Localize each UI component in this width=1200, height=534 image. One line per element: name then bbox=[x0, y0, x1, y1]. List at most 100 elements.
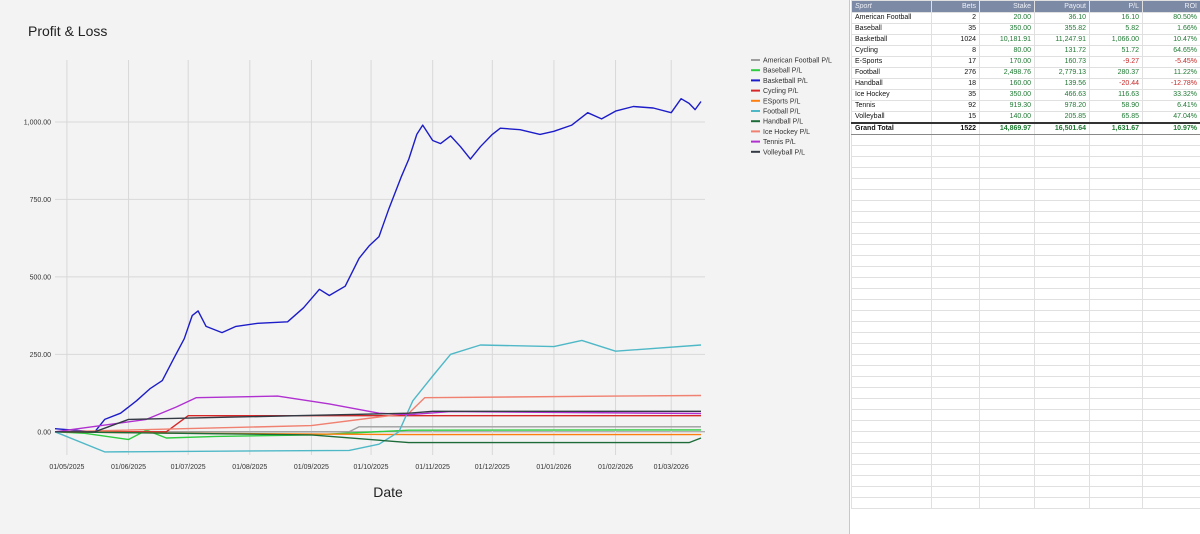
empty-cell[interactable] bbox=[851, 255, 932, 267]
empty-cell[interactable] bbox=[1089, 244, 1143, 256]
empty-cell[interactable] bbox=[1089, 343, 1143, 355]
empty-cell[interactable] bbox=[979, 167, 1035, 179]
table-cell[interactable]: 350.00 bbox=[979, 89, 1035, 101]
empty-cell[interactable] bbox=[1089, 486, 1143, 498]
table-cell[interactable]: -12.78% bbox=[1142, 78, 1200, 90]
empty-cell[interactable] bbox=[851, 376, 932, 388]
empty-cell[interactable] bbox=[851, 486, 932, 498]
empty-cell[interactable] bbox=[1034, 222, 1090, 234]
empty-cell[interactable] bbox=[979, 233, 1035, 245]
empty-cell[interactable] bbox=[1089, 156, 1143, 168]
empty-cell[interactable] bbox=[1142, 299, 1200, 311]
table-cell[interactable]: Basketball bbox=[851, 34, 932, 46]
empty-cell[interactable] bbox=[851, 167, 932, 179]
empty-cell[interactable] bbox=[1142, 398, 1200, 410]
empty-cell[interactable] bbox=[1034, 365, 1090, 377]
empty-cell[interactable] bbox=[979, 145, 1035, 157]
empty-cell[interactable] bbox=[851, 354, 932, 366]
empty-cell[interactable] bbox=[1089, 464, 1143, 476]
empty-cell[interactable] bbox=[931, 189, 980, 201]
empty-cell[interactable] bbox=[931, 255, 980, 267]
empty-cell[interactable] bbox=[851, 299, 932, 311]
empty-cell[interactable] bbox=[1089, 431, 1143, 443]
empty-cell[interactable] bbox=[1089, 354, 1143, 366]
table-cell[interactable]: 1,631.67 bbox=[1089, 122, 1143, 135]
empty-cell[interactable] bbox=[931, 222, 980, 234]
table-cell[interactable]: 10,181.91 bbox=[979, 34, 1035, 46]
empty-cell[interactable] bbox=[1089, 299, 1143, 311]
empty-cell[interactable] bbox=[1089, 398, 1143, 410]
header-payout[interactable]: Payout bbox=[1034, 0, 1090, 13]
table-cell[interactable]: 1522 bbox=[931, 122, 980, 135]
empty-cell[interactable] bbox=[931, 387, 980, 399]
empty-cell[interactable] bbox=[979, 211, 1035, 223]
empty-cell[interactable] bbox=[979, 453, 1035, 465]
empty-cell[interactable] bbox=[1142, 310, 1200, 322]
empty-cell[interactable] bbox=[851, 211, 932, 223]
empty-cell[interactable] bbox=[979, 134, 1035, 146]
empty-cell[interactable] bbox=[979, 365, 1035, 377]
table-cell[interactable]: 15 bbox=[931, 111, 980, 124]
table-cell[interactable]: 1024 bbox=[931, 34, 980, 46]
table-cell[interactable]: 140.00 bbox=[979, 111, 1035, 124]
empty-cell[interactable] bbox=[1142, 266, 1200, 278]
empty-cell[interactable] bbox=[979, 376, 1035, 388]
empty-cell[interactable] bbox=[931, 376, 980, 388]
empty-cell[interactable] bbox=[979, 266, 1035, 278]
empty-cell[interactable] bbox=[979, 288, 1035, 300]
empty-cell[interactable] bbox=[1142, 222, 1200, 234]
empty-cell[interactable] bbox=[1089, 497, 1143, 509]
empty-cell[interactable] bbox=[1142, 211, 1200, 223]
empty-cell[interactable] bbox=[1142, 156, 1200, 168]
empty-cell[interactable] bbox=[1142, 255, 1200, 267]
table-cell[interactable]: 16,501.64 bbox=[1034, 122, 1090, 135]
table-cell[interactable]: -5.45% bbox=[1142, 56, 1200, 68]
table-cell[interactable]: 20.00 bbox=[979, 12, 1035, 24]
table-cell[interactable]: 2,498.76 bbox=[979, 67, 1035, 79]
empty-cell[interactable] bbox=[1089, 409, 1143, 421]
empty-cell[interactable] bbox=[851, 233, 932, 245]
empty-cell[interactable] bbox=[1142, 233, 1200, 245]
empty-cell[interactable] bbox=[931, 409, 980, 421]
empty-cell[interactable] bbox=[979, 354, 1035, 366]
table-cell[interactable]: 80.50% bbox=[1142, 12, 1200, 24]
header-pl[interactable]: P/L bbox=[1089, 0, 1143, 13]
empty-cell[interactable] bbox=[851, 156, 932, 168]
empty-cell[interactable] bbox=[1142, 365, 1200, 377]
empty-cell[interactable] bbox=[1142, 167, 1200, 179]
empty-cell[interactable] bbox=[979, 255, 1035, 267]
empty-cell[interactable] bbox=[851, 321, 932, 333]
empty-cell[interactable] bbox=[979, 387, 1035, 399]
empty-cell[interactable] bbox=[1034, 288, 1090, 300]
table-cell[interactable]: 5.82 bbox=[1089, 23, 1143, 35]
empty-cell[interactable] bbox=[1089, 376, 1143, 388]
empty-cell[interactable] bbox=[1034, 156, 1090, 168]
empty-cell[interactable] bbox=[1142, 387, 1200, 399]
header-sport[interactable]: Sport bbox=[851, 0, 932, 13]
empty-cell[interactable] bbox=[979, 178, 1035, 190]
empty-cell[interactable] bbox=[931, 354, 980, 366]
header-stake[interactable]: Stake bbox=[979, 0, 1035, 13]
empty-cell[interactable] bbox=[851, 200, 932, 212]
empty-cell[interactable] bbox=[979, 244, 1035, 256]
empty-cell[interactable] bbox=[1034, 233, 1090, 245]
empty-cell[interactable] bbox=[1142, 244, 1200, 256]
empty-cell[interactable] bbox=[1089, 288, 1143, 300]
table-cell[interactable]: 131.72 bbox=[1034, 45, 1090, 57]
empty-cell[interactable] bbox=[931, 453, 980, 465]
empty-cell[interactable] bbox=[1089, 310, 1143, 322]
table-cell[interactable]: Handball bbox=[851, 78, 932, 90]
empty-cell[interactable] bbox=[1089, 145, 1143, 157]
table-cell[interactable]: E-Sports bbox=[851, 56, 932, 68]
empty-cell[interactable] bbox=[1142, 409, 1200, 421]
empty-cell[interactable] bbox=[851, 365, 932, 377]
table-cell[interactable]: Tennis bbox=[851, 100, 932, 112]
empty-cell[interactable] bbox=[1034, 332, 1090, 344]
empty-cell[interactable] bbox=[1142, 497, 1200, 509]
empty-cell[interactable] bbox=[931, 134, 980, 146]
table-cell[interactable]: 116.63 bbox=[1089, 89, 1143, 101]
table-cell[interactable]: 58.90 bbox=[1089, 100, 1143, 112]
empty-cell[interactable] bbox=[931, 178, 980, 190]
empty-cell[interactable] bbox=[1142, 200, 1200, 212]
empty-cell[interactable] bbox=[1034, 178, 1090, 190]
